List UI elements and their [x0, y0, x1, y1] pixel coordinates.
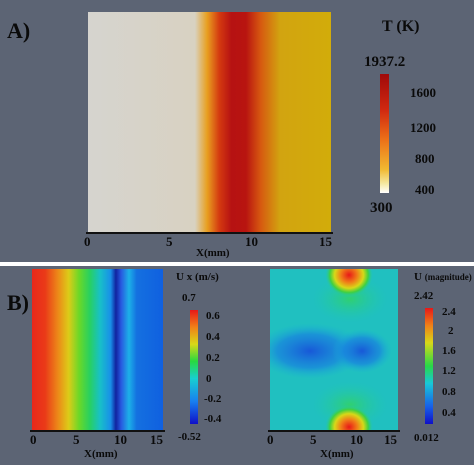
ux-x-tick-0: 0 — [30, 432, 37, 447]
ux-x-axis-line — [30, 430, 165, 432]
x-axis-line — [86, 232, 333, 234]
ux-colorbar-tick-neg0.4: -0.4 — [204, 413, 222, 425]
panel-a-label: A) — [7, 18, 31, 43]
x-tick-10: 10 — [245, 234, 258, 249]
umag-colorbar-tick-2.4: 2.4 — [442, 306, 456, 318]
ux-x-axis-label: X(mm) — [84, 448, 118, 460]
panel-b: B) — [0, 266, 474, 465]
ux-colorbar-max-label: 0.7 — [182, 292, 196, 304]
umag-colorbar-title-main: U — [414, 271, 422, 283]
x-tick-0: 0 — [84, 234, 91, 249]
umag-x-axis-line — [268, 430, 400, 432]
umag-colorbar-tick-1.2: 1.2 — [442, 365, 456, 377]
umag-colorbar — [425, 308, 433, 424]
umag-colorbar-max-label: 2.42 — [414, 290, 434, 302]
u-magnitude-field-plot — [270, 269, 398, 432]
ux-colorbar-tick-0: 0 — [206, 373, 212, 385]
x-tick-15: 15 — [319, 234, 332, 249]
ux-colorbar-tick-neg0.2: -0.2 — [204, 393, 222, 405]
temperature-field-plot — [88, 12, 331, 234]
umag-colorbar-min-label: 0.012 — [414, 432, 439, 444]
ux-colorbar — [190, 310, 198, 424]
ux-colorbar-tick-0.4: 0.4 — [206, 331, 220, 343]
x-tick-5: 5 — [166, 234, 173, 249]
umag-x-tick-10: 10 — [350, 432, 363, 447]
umag-x-tick-15: 15 — [384, 432, 397, 447]
umag-x-tick-5: 5 — [310, 432, 317, 447]
umag-colorbar-tick-1.6: 1.6 — [442, 345, 456, 357]
colorbar-tick-1600: 1600 — [410, 85, 436, 100]
ux-colorbar-tick-0.6: 0.6 — [206, 310, 220, 322]
colorbar-max-label: 1937.2 — [364, 54, 406, 70]
panel-b-label: B) — [7, 290, 29, 315]
colorbar-min-label: 300 — [370, 200, 393, 216]
ux-field-plot — [32, 269, 163, 432]
temperature-colorbar — [380, 74, 389, 193]
umag-colorbar-tick-2: 2 — [448, 325, 454, 337]
umag-x-tick-0: 0 — [267, 432, 274, 447]
ux-x-tick-5: 5 — [73, 432, 80, 447]
colorbar-tick-400: 400 — [415, 182, 435, 197]
ux-x-tick-10: 10 — [114, 432, 127, 447]
colorbar-title: T (K) — [382, 18, 420, 35]
colorbar-tick-1200: 1200 — [410, 120, 436, 135]
umag-colorbar-tick-0.8: 0.8 — [442, 386, 456, 398]
umag-colorbar-title-sub: (magnitude) — [424, 272, 472, 282]
x-axis-label: X(mm) — [196, 247, 230, 259]
ux-colorbar-title: U x (m/s) — [176, 271, 219, 283]
umag-colorbar-tick-0.4: 0.4 — [442, 407, 456, 419]
panel-a: A) 0 5 10 15 X(mm) T — [0, 0, 474, 262]
umag-x-axis-label: X(mm) — [320, 448, 354, 460]
ux-colorbar-tick-0.2: 0.2 — [206, 352, 220, 364]
umag-colorbar-title: U (magnitude) — [414, 271, 472, 283]
colorbar-tick-800: 800 — [415, 151, 435, 166]
ux-x-tick-15: 15 — [150, 432, 163, 447]
ux-colorbar-min-label: -0.52 — [178, 431, 201, 443]
